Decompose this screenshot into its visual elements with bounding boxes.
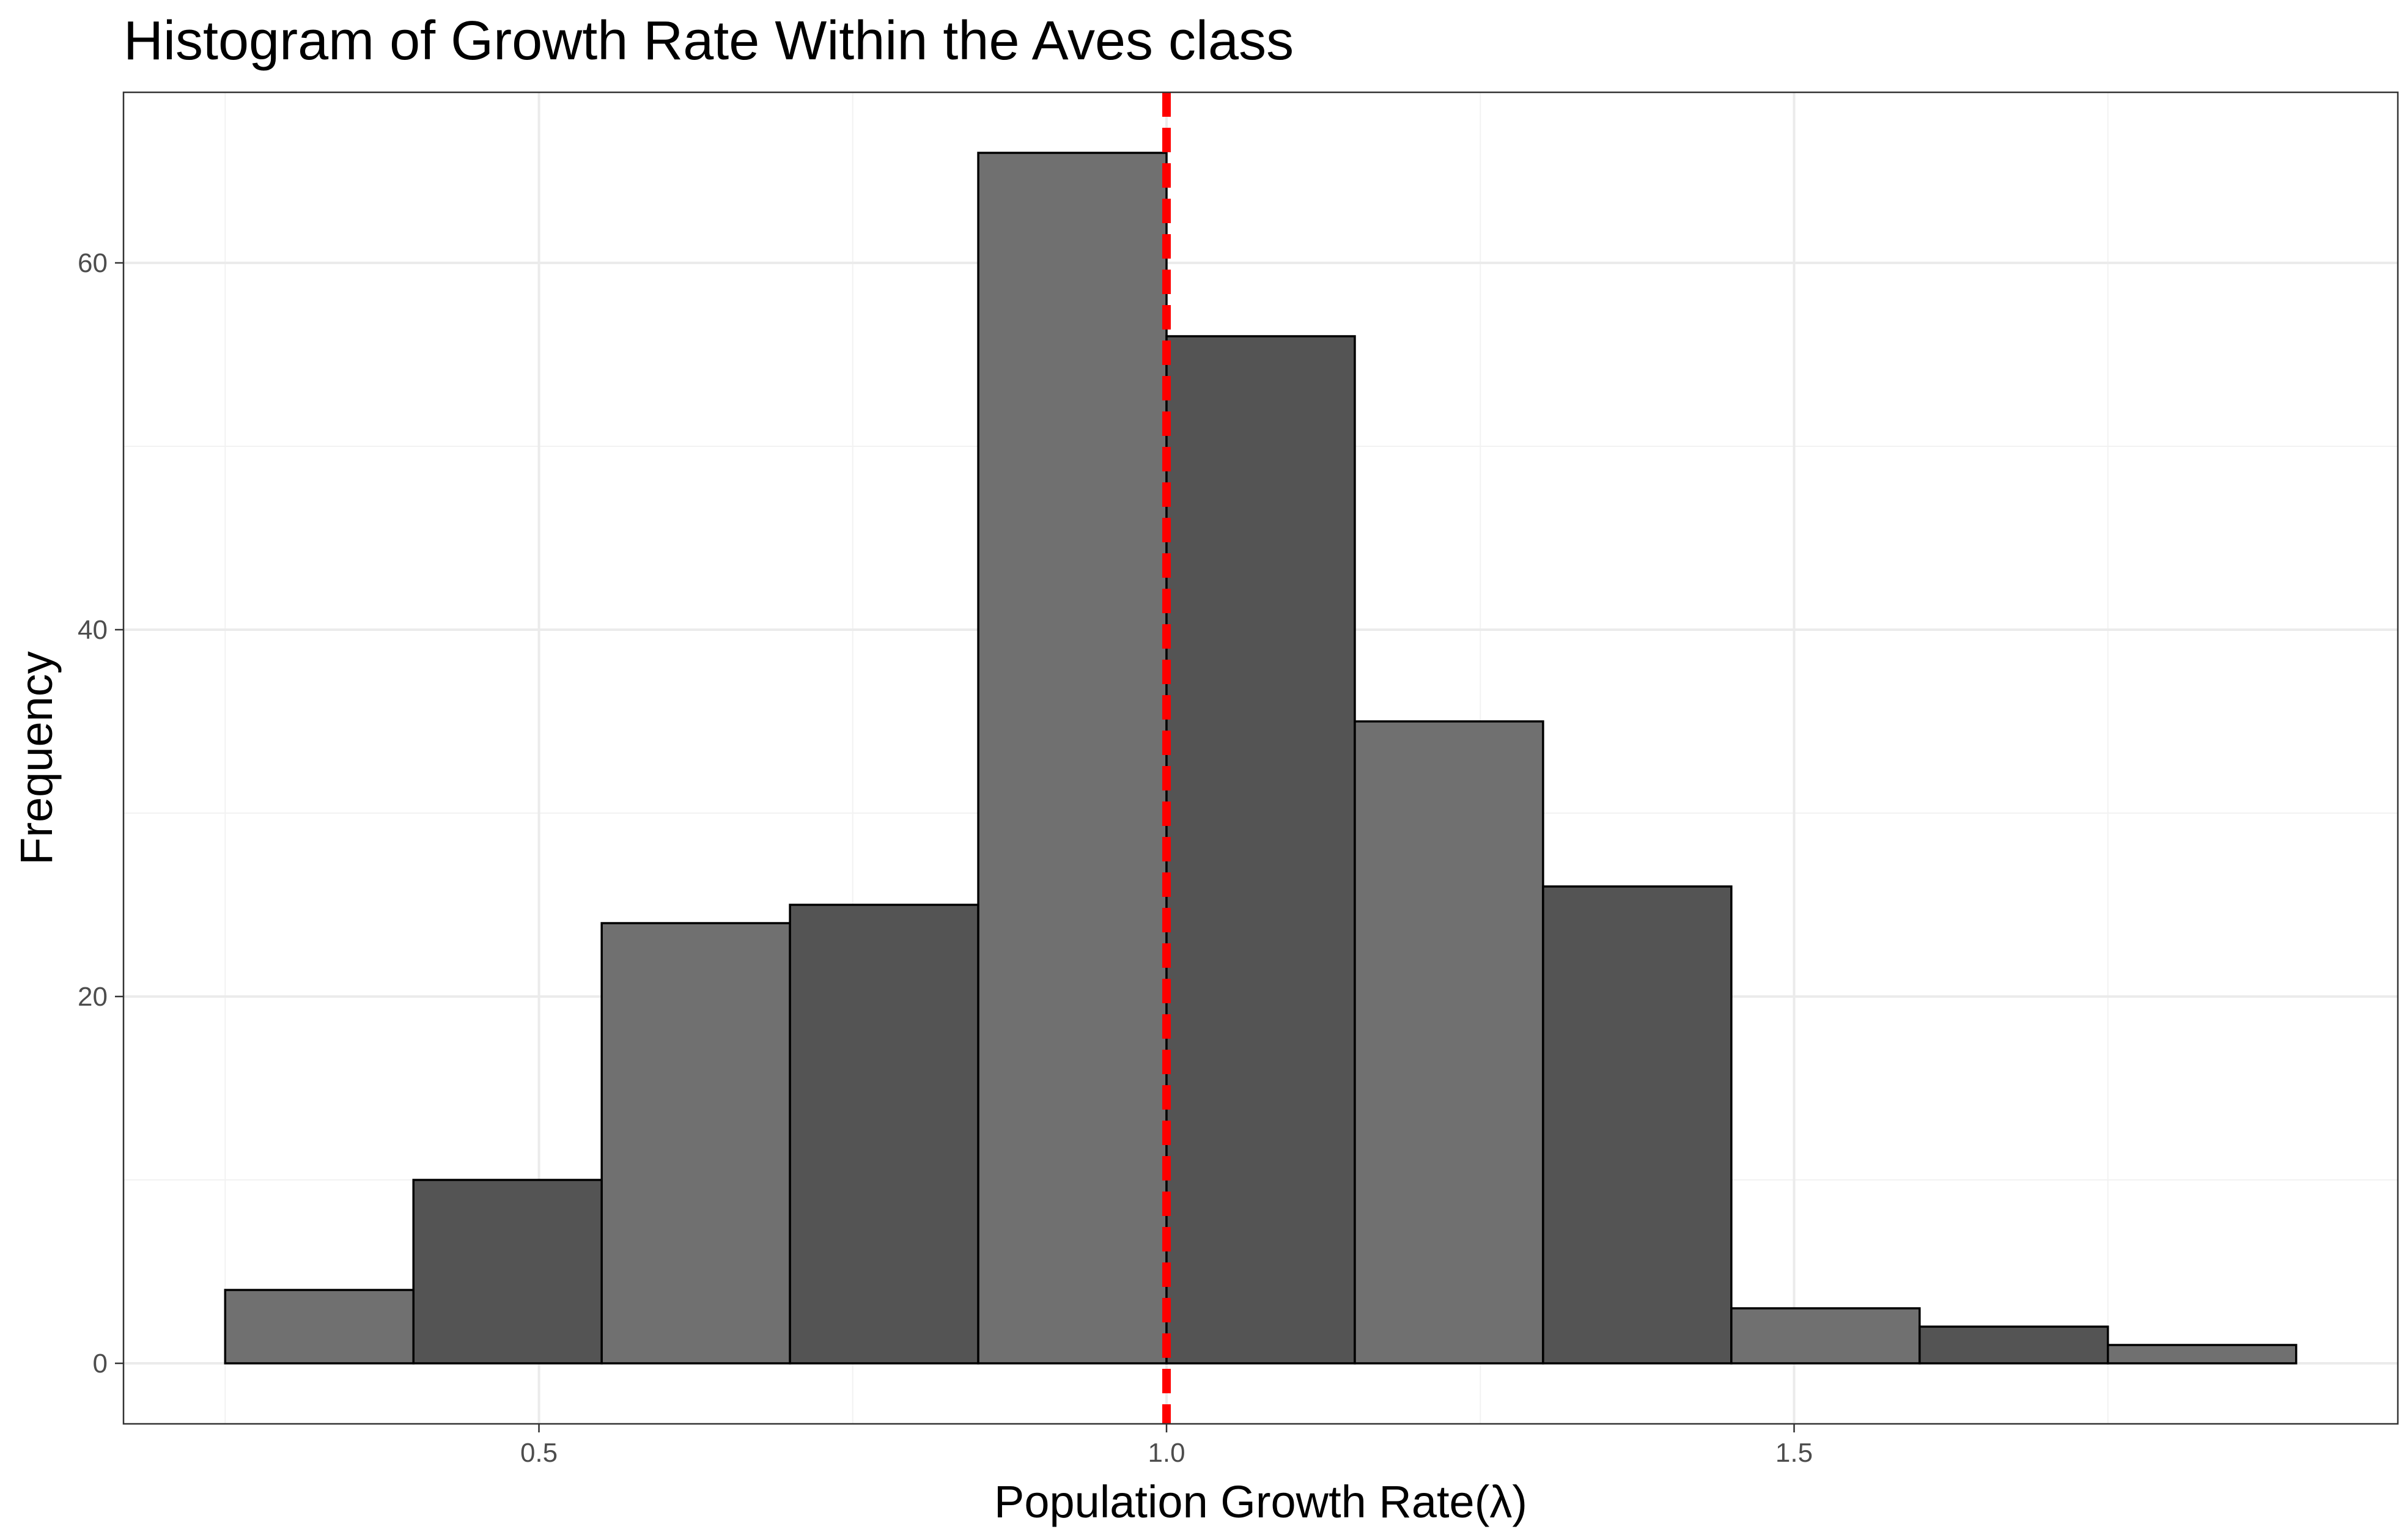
- y-axis-title: Frequency: [11, 651, 62, 865]
- histogram-bar: [600, 922, 791, 1365]
- histogram-bar: [1919, 1325, 2109, 1365]
- histogram-bar: [1354, 720, 1544, 1365]
- chart-title: Histogram of Growth Rate Within the Aves…: [123, 10, 1294, 72]
- x-tick-label: 1.0: [1148, 1438, 1185, 1468]
- histogram-bar: [224, 1289, 415, 1365]
- x-tick-label: 1.5: [1775, 1438, 1813, 1468]
- panel-border: [122, 91, 2399, 1425]
- histogram-bar: [977, 152, 1168, 1365]
- y-tick-label: 0: [93, 1349, 108, 1379]
- histogram-bar: [2107, 1344, 2298, 1365]
- y-tick-label: 40: [78, 615, 108, 645]
- histogram-bar: [1542, 885, 1733, 1365]
- y-tick-label: 20: [78, 982, 108, 1012]
- histogram-bar: [1730, 1307, 1921, 1365]
- x-tick-label: 0.5: [520, 1438, 558, 1468]
- y-tick-label: 60: [78, 248, 108, 278]
- histogram-bar: [789, 904, 979, 1365]
- histogram-bar: [412, 1179, 603, 1365]
- x-axis-title: Population Growth Rate(λ): [994, 1476, 1527, 1527]
- histogram-bar: [1165, 335, 1356, 1365]
- y-axis-ticks: 0 20 40 60: [78, 248, 123, 1379]
- histogram-bars: [224, 152, 2298, 1365]
- x-axis-ticks: 0.5 1.0 1.5: [520, 1424, 1813, 1468]
